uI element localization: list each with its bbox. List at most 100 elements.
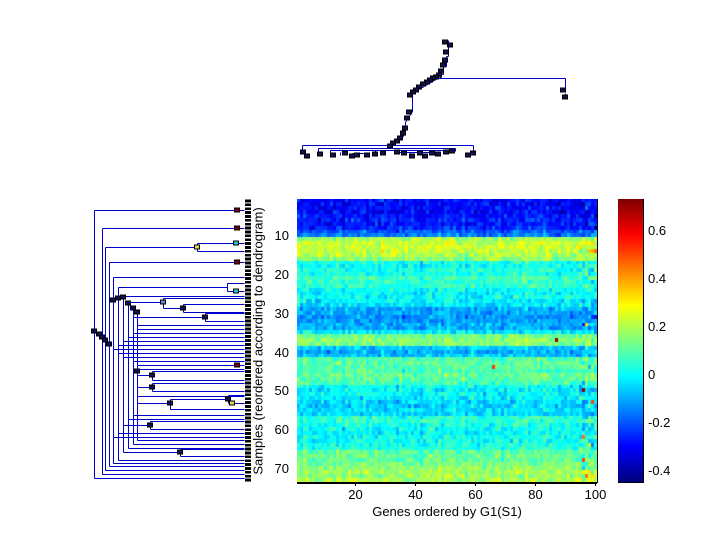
dendrogram-node-marker bbox=[420, 81, 426, 87]
dendrogram-node-marker bbox=[465, 152, 471, 158]
dendrogram-node-marker bbox=[202, 314, 208, 320]
dendrogram-node-marker bbox=[342, 150, 348, 156]
dendrogram-leaf-tick bbox=[245, 443, 251, 447]
dendrogram-leaf-tick bbox=[245, 284, 251, 288]
dendrogram-node-marker bbox=[417, 150, 423, 156]
dendrogram-node-marker bbox=[149, 384, 155, 390]
y-tick-label: 40 bbox=[274, 344, 289, 360]
dendrogram-leaf-tick bbox=[245, 280, 251, 284]
dendrogram-node-marker bbox=[102, 337, 108, 343]
dendrogram-leaf-tick bbox=[245, 273, 251, 276]
dendrogram-node-marker bbox=[443, 49, 449, 55]
dendrogram-node-marker bbox=[106, 341, 112, 347]
dendrogram-leaf-tick bbox=[245, 300, 251, 304]
dendrogram-leaf-tick bbox=[245, 249, 251, 253]
dendrogram-leaf-tick bbox=[245, 346, 251, 350]
dendrogram-node-marker bbox=[304, 153, 310, 159]
dendrogram-leaf-tick bbox=[245, 323, 251, 327]
x-tick-label: 60 bbox=[468, 487, 483, 502]
dendrogram-leaf-tick bbox=[245, 203, 251, 207]
dendrogram-leaf-tick bbox=[245, 401, 251, 404]
dendrogram-node-marker bbox=[110, 297, 116, 303]
x-tick-label: 40 bbox=[408, 487, 423, 502]
dendrogram-node-marker bbox=[442, 39, 448, 45]
dendrogram-node-marker bbox=[443, 149, 449, 155]
dendrogram-leaf-tick bbox=[245, 315, 251, 319]
dendrogram-node-marker bbox=[401, 150, 407, 156]
dendrogram-node-marker bbox=[364, 152, 370, 158]
colorbar-tick-label: -0.2 bbox=[648, 414, 671, 430]
y-tick-label: 50 bbox=[274, 383, 289, 399]
dendrogram-node-marker bbox=[177, 449, 183, 455]
dendrogram-leaf-tick bbox=[245, 478, 251, 482]
dendrogram-leaf-tick bbox=[245, 467, 251, 470]
dendrogram-leaf-tick bbox=[245, 342, 251, 346]
dendrogram-leaf-tick bbox=[245, 474, 251, 478]
x-tick-label: 20 bbox=[348, 487, 363, 502]
dendrogram-leaf-tick bbox=[245, 405, 251, 408]
dendrogram-leaf-tick bbox=[245, 226, 251, 230]
dendrogram-leaf-tick bbox=[245, 230, 251, 234]
dendrogram-leaf-tick bbox=[245, 288, 251, 292]
dendrogram-node-marker bbox=[409, 153, 415, 159]
dendrogram-leaf-tick bbox=[245, 327, 251, 331]
y-tick-label: 20 bbox=[274, 267, 289, 283]
dendrogram-node-marker bbox=[120, 294, 126, 300]
dendrogram-leaf-tick bbox=[245, 358, 251, 362]
dendrogram-leaf-tick bbox=[245, 439, 251, 443]
dendrogram-node-marker bbox=[149, 372, 155, 378]
dendrogram-node-marker bbox=[402, 125, 408, 131]
colorbar-tick-label: 0.2 bbox=[648, 318, 667, 334]
colorbar-tick-label: 0 bbox=[648, 366, 656, 382]
dendrogram-node-marker bbox=[225, 396, 231, 402]
dendrogram-node-marker bbox=[440, 62, 446, 68]
dendrogram-leaf-tick bbox=[245, 319, 251, 323]
dendrogram-node-marker bbox=[229, 400, 235, 406]
dendrogram-node-marker bbox=[134, 309, 140, 315]
dendrogram-node-marker bbox=[387, 143, 393, 149]
dendrogram-node-marker bbox=[147, 422, 153, 428]
dendrogram-node-marker bbox=[407, 92, 413, 98]
dendrogram-node-marker bbox=[234, 225, 240, 231]
dendrogram-leaf-tick bbox=[245, 420, 251, 424]
dendrogram-leaf-tick bbox=[245, 339, 251, 342]
dendrogram-leaf-tick bbox=[245, 242, 251, 245]
dendrogram-leaf-tick bbox=[245, 253, 251, 257]
dendrogram-leaf-tick bbox=[245, 304, 251, 308]
y-tick-label: 60 bbox=[274, 422, 289, 438]
dendrogram-node-marker bbox=[438, 68, 444, 74]
dendrogram-leaf-tick bbox=[245, 377, 251, 381]
dendrogram-leaf-tick bbox=[245, 424, 251, 428]
heatmap-canvas bbox=[297, 199, 597, 482]
dendrogram-leaf-tick bbox=[245, 354, 251, 358]
dendrogram-leaf-tick bbox=[245, 362, 251, 366]
dendrogram-node-marker bbox=[234, 259, 240, 265]
dendrogram-leaf-tick bbox=[245, 311, 251, 315]
dendrogram-node-marker bbox=[372, 151, 378, 157]
dendrogram-leaf-tick bbox=[245, 408, 251, 412]
dendrogram-leaf-tick bbox=[245, 428, 251, 432]
dendrogram-node-marker bbox=[180, 305, 186, 311]
dendrogram-node-marker bbox=[160, 299, 166, 305]
x-tick-label: 100 bbox=[584, 487, 607, 502]
dendrogram-node-marker bbox=[349, 153, 355, 159]
colorbar-tick-label: -0.4 bbox=[648, 462, 671, 478]
dendrogram-node-marker bbox=[406, 109, 412, 115]
dendrogram-leaf-tick bbox=[245, 234, 251, 238]
dendrogram-node-marker bbox=[562, 94, 568, 100]
y-tick-label: 70 bbox=[274, 460, 289, 476]
dendrogram-node-marker bbox=[449, 148, 455, 154]
dendrogram-leaf-tick bbox=[245, 199, 251, 203]
dendrogram-leaf-tick bbox=[245, 350, 251, 354]
dendrogram-leaf-tick bbox=[245, 373, 251, 377]
dendrogram-node-marker bbox=[442, 57, 448, 63]
dendrogram-leaf-tick bbox=[245, 432, 251, 435]
dendrogram-node-marker bbox=[429, 150, 435, 156]
dendrogram-node-marker bbox=[394, 149, 400, 155]
dendrogram-leaf-tick bbox=[245, 397, 251, 401]
dendrogram-node-marker bbox=[317, 151, 323, 157]
dendrogram-leaf-tick bbox=[245, 385, 251, 389]
dendrogram-leaf-tick bbox=[245, 335, 251, 339]
dendrogram-node-marker bbox=[91, 328, 97, 334]
